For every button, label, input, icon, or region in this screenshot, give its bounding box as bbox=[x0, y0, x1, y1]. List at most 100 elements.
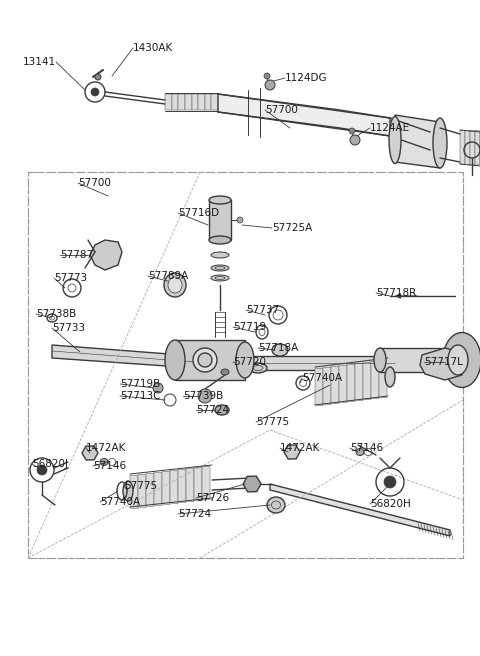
Polygon shape bbox=[138, 474, 146, 508]
Polygon shape bbox=[209, 200, 231, 240]
Ellipse shape bbox=[267, 497, 285, 513]
Ellipse shape bbox=[454, 348, 466, 372]
Text: 57146: 57146 bbox=[350, 443, 383, 453]
Polygon shape bbox=[205, 94, 211, 110]
Polygon shape bbox=[178, 469, 186, 502]
Text: 57719: 57719 bbox=[233, 322, 266, 332]
Circle shape bbox=[37, 465, 47, 475]
Ellipse shape bbox=[211, 275, 229, 281]
Ellipse shape bbox=[385, 367, 395, 387]
Polygon shape bbox=[475, 130, 480, 165]
Text: 57718R: 57718R bbox=[376, 288, 416, 298]
Text: 1124DG: 1124DG bbox=[285, 73, 328, 83]
Polygon shape bbox=[270, 484, 450, 536]
Polygon shape bbox=[175, 340, 245, 380]
Bar bbox=[28, 172, 463, 558]
Text: 13141: 13141 bbox=[23, 57, 56, 67]
Ellipse shape bbox=[100, 459, 108, 466]
Circle shape bbox=[91, 88, 99, 96]
Ellipse shape bbox=[443, 333, 480, 388]
Ellipse shape bbox=[123, 481, 133, 501]
Circle shape bbox=[265, 80, 275, 90]
Polygon shape bbox=[154, 472, 162, 506]
Text: 1472AK: 1472AK bbox=[86, 443, 126, 453]
Text: 57775: 57775 bbox=[124, 481, 157, 491]
Polygon shape bbox=[172, 94, 178, 110]
Ellipse shape bbox=[221, 369, 229, 375]
Text: 57724: 57724 bbox=[196, 405, 229, 415]
Ellipse shape bbox=[272, 344, 288, 356]
Ellipse shape bbox=[209, 236, 231, 244]
Polygon shape bbox=[90, 240, 122, 270]
Text: 56820H: 56820H bbox=[370, 499, 411, 509]
Ellipse shape bbox=[356, 449, 364, 455]
Polygon shape bbox=[211, 94, 218, 110]
Text: 57737: 57737 bbox=[246, 305, 279, 315]
Ellipse shape bbox=[164, 273, 186, 297]
Text: 57726: 57726 bbox=[196, 493, 229, 503]
Polygon shape bbox=[315, 368, 323, 405]
Ellipse shape bbox=[236, 342, 254, 378]
Polygon shape bbox=[185, 94, 192, 110]
Text: 57719B: 57719B bbox=[120, 379, 160, 389]
Text: 57789A: 57789A bbox=[148, 271, 188, 281]
Polygon shape bbox=[192, 94, 198, 110]
Polygon shape bbox=[130, 475, 138, 508]
Polygon shape bbox=[420, 348, 462, 380]
Polygon shape bbox=[347, 364, 355, 401]
Ellipse shape bbox=[168, 277, 182, 293]
Text: 1472AK: 1472AK bbox=[280, 443, 320, 453]
Text: 56820J: 56820J bbox=[32, 459, 68, 469]
Text: 57740A: 57740A bbox=[100, 497, 140, 507]
Text: 57713C: 57713C bbox=[120, 391, 160, 401]
Ellipse shape bbox=[433, 118, 447, 168]
Text: 57739B: 57739B bbox=[183, 391, 223, 401]
Circle shape bbox=[95, 74, 101, 80]
Polygon shape bbox=[202, 466, 210, 499]
Text: 57700: 57700 bbox=[78, 178, 111, 188]
Text: 57740A: 57740A bbox=[302, 373, 342, 383]
Text: 57700: 57700 bbox=[265, 105, 298, 115]
Text: 57733: 57733 bbox=[52, 323, 85, 333]
Polygon shape bbox=[162, 471, 170, 504]
Polygon shape bbox=[395, 115, 440, 168]
Polygon shape bbox=[52, 345, 195, 368]
Polygon shape bbox=[331, 366, 339, 403]
Ellipse shape bbox=[389, 117, 401, 163]
Ellipse shape bbox=[198, 353, 212, 367]
Ellipse shape bbox=[374, 348, 386, 372]
Polygon shape bbox=[380, 348, 460, 372]
Polygon shape bbox=[194, 467, 202, 501]
Polygon shape bbox=[379, 360, 387, 398]
Polygon shape bbox=[146, 473, 154, 506]
Text: 57775: 57775 bbox=[256, 417, 289, 427]
Polygon shape bbox=[323, 367, 331, 405]
Ellipse shape bbox=[193, 348, 217, 372]
Circle shape bbox=[349, 128, 355, 134]
Polygon shape bbox=[355, 363, 363, 401]
Ellipse shape bbox=[448, 345, 468, 375]
Polygon shape bbox=[178, 94, 185, 110]
Text: 57787: 57787 bbox=[60, 250, 93, 260]
Circle shape bbox=[384, 476, 396, 488]
Polygon shape bbox=[460, 130, 465, 165]
Ellipse shape bbox=[215, 405, 229, 415]
Polygon shape bbox=[339, 365, 347, 403]
Polygon shape bbox=[218, 94, 390, 136]
Text: 57773: 57773 bbox=[54, 273, 87, 283]
Text: 57717L: 57717L bbox=[424, 357, 463, 367]
Polygon shape bbox=[371, 361, 379, 398]
Ellipse shape bbox=[211, 265, 229, 271]
Circle shape bbox=[264, 73, 270, 79]
Text: 57718A: 57718A bbox=[258, 343, 298, 353]
Polygon shape bbox=[470, 130, 475, 165]
Polygon shape bbox=[465, 130, 470, 165]
Text: 57146: 57146 bbox=[93, 461, 126, 471]
Text: 1124AE: 1124AE bbox=[370, 123, 410, 133]
Text: 57716D: 57716D bbox=[178, 208, 219, 218]
Polygon shape bbox=[165, 94, 172, 110]
Circle shape bbox=[237, 217, 243, 223]
Ellipse shape bbox=[165, 340, 185, 380]
Text: 57724: 57724 bbox=[178, 509, 211, 519]
Polygon shape bbox=[186, 468, 194, 501]
